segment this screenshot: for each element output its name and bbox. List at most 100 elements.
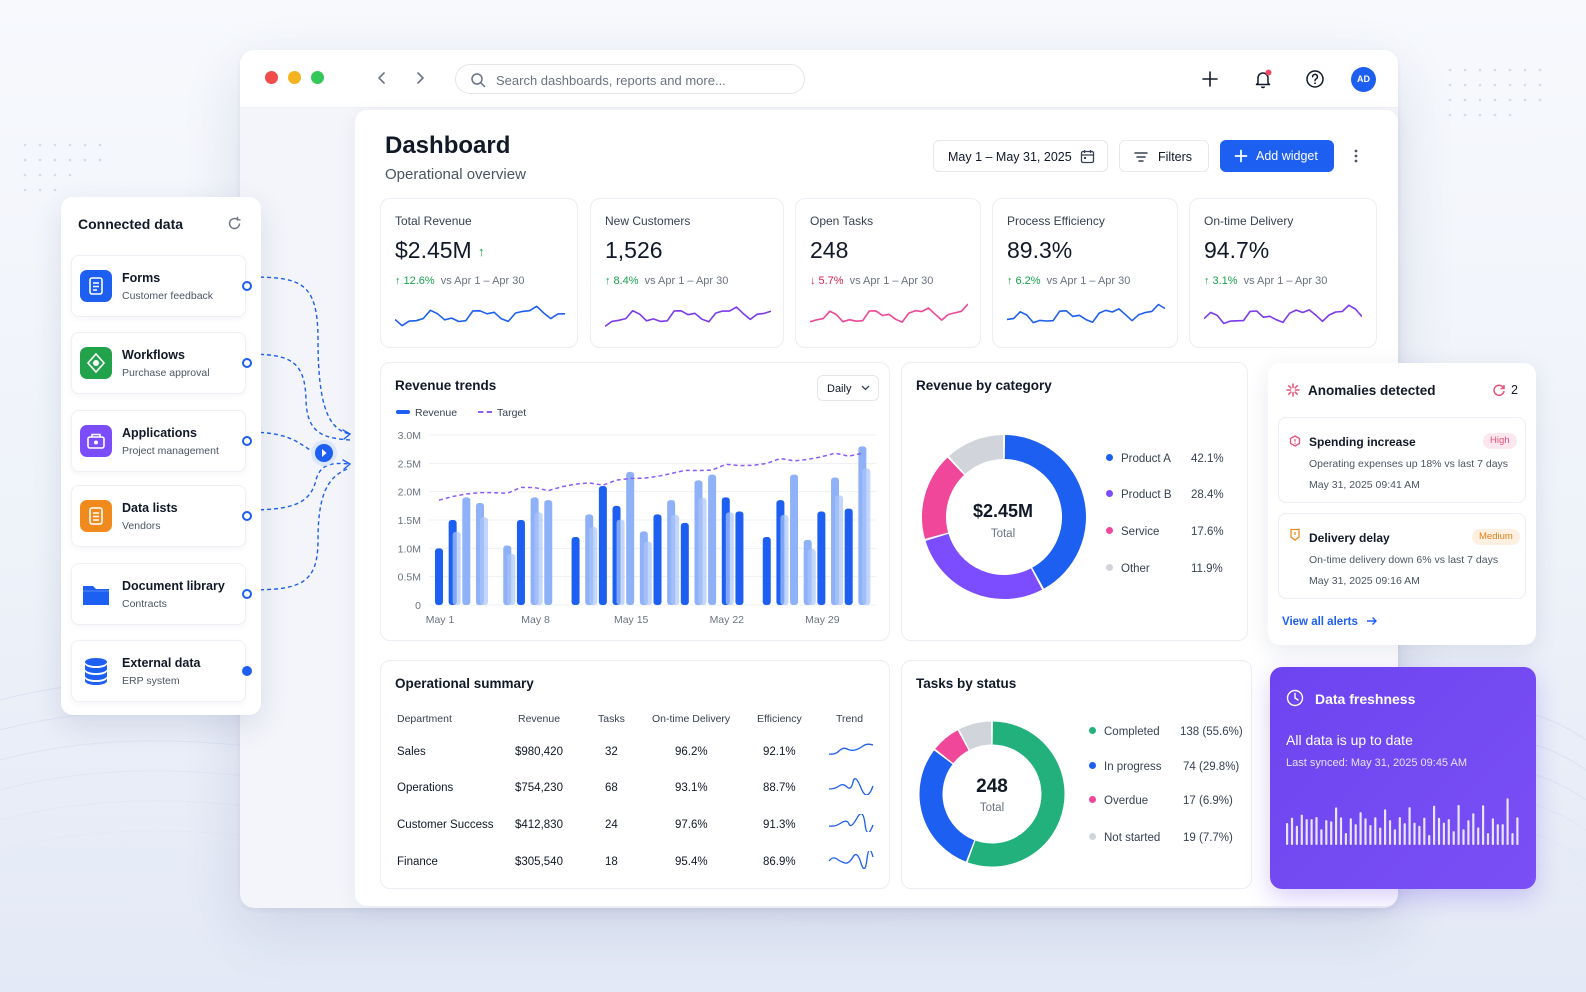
- connector-node[interactable]: [242, 589, 252, 599]
- source-external-data[interactable]: External data ERP system: [71, 640, 252, 702]
- alert-spending-increase[interactable]: Spending increase High Operating expense…: [1278, 417, 1526, 503]
- source-name: External data: [122, 656, 201, 670]
- cell-revenue: $305,540: [515, 856, 563, 868]
- source-forms[interactable]: Forms Customer feedback: [71, 255, 252, 317]
- granularity-select[interactable]: Daily: [817, 375, 879, 401]
- plus-icon[interactable]: [1199, 68, 1221, 90]
- revenue-bar-secondary: [452, 531, 461, 605]
- severity-badge: Medium: [1472, 529, 1520, 545]
- back-icon[interactable]: [372, 68, 392, 88]
- source-data-lists[interactable]: Data lists Vendors: [71, 485, 252, 547]
- source-document-library[interactable]: Document library Contracts: [71, 563, 252, 625]
- connector-node[interactable]: [242, 436, 252, 446]
- close-window-button[interactable]: [265, 71, 278, 84]
- activity-bar: [1379, 827, 1382, 845]
- revenue-by-category-donut: [922, 435, 1086, 599]
- legend-value: 11.9%: [1191, 563, 1223, 575]
- source-subtitle: Customer feedback: [122, 290, 214, 302]
- activity-bar: [1457, 805, 1460, 845]
- kpi-title: Total Revenue: [395, 214, 472, 228]
- legend-value: 19 (7.7%): [1183, 832, 1233, 844]
- filters-button[interactable]: Filters: [1119, 140, 1209, 172]
- source-subtitle: Purchase approval: [122, 367, 210, 379]
- add-widget-button[interactable]: Add widget: [1220, 140, 1334, 172]
- kpi-period: vs Apr 1 – Apr 30: [849, 275, 934, 287]
- revenue-bar: [680, 522, 689, 605]
- search-bar[interactable]: [455, 64, 805, 94]
- more-options-icon[interactable]: [1348, 146, 1364, 166]
- source-applications[interactable]: Applications Project management: [71, 410, 252, 472]
- cell-department: Finance: [397, 856, 438, 868]
- revenue-bar: [653, 514, 662, 605]
- activity-bar: [1398, 817, 1401, 845]
- cell-revenue: $980,420: [515, 746, 563, 758]
- date-range-button[interactable]: May 1 – May 31, 2025: [933, 140, 1108, 172]
- sparkline-path: [1007, 303, 1165, 324]
- kpi-card-process-efficiency[interactable]: Process Efficiency 89.3% ↑ 6.2% vs Apr 1 –…: [992, 198, 1178, 348]
- activity-bar: [1290, 817, 1294, 845]
- connected-data-panel: Connected data Forms Customer feedback W…: [61, 197, 261, 715]
- help-icon[interactable]: [1304, 68, 1326, 90]
- legend-in-progress: In progress: [1089, 761, 1162, 773]
- card-title: Operational summary: [395, 676, 534, 691]
- panel-title: Connected data: [78, 216, 184, 232]
- activity-bar: [1369, 825, 1372, 845]
- donut-center-label: Total: [979, 802, 1005, 814]
- connector-node[interactable]: [242, 666, 252, 676]
- minimize-window-button[interactable]: [288, 71, 301, 84]
- y-tick-label: 1.5M: [398, 515, 421, 527]
- kpi-card-on-time-delivery[interactable]: On-time Delivery 94.7% ↑ 3.1% vs Apr 1 – A…: [1189, 198, 1377, 348]
- kpi-value: 1,526: [605, 237, 663, 263]
- kpi-card-total-revenue[interactable]: Total Revenue $2.45M ↑ ↑ 12.6% vs Apr 1 – …: [380, 198, 578, 348]
- legend-value: 17 (6.9%): [1183, 795, 1233, 807]
- trend-sparkline: [828, 814, 874, 832]
- kpi-card-open-tasks[interactable]: Open Tasks 248 ↓ 5.7% vs Apr 1 – Apr 30: [795, 198, 981, 348]
- connector-node[interactable]: [242, 511, 252, 521]
- activity-bar: [1486, 833, 1490, 845]
- source-subtitle: Contracts: [122, 598, 167, 610]
- refresh-icon[interactable]: [227, 216, 242, 231]
- cell-ontime: 93.1%: [675, 782, 708, 794]
- legend-value: 138 (55.6%): [1180, 726, 1243, 738]
- activity-bar: [1413, 822, 1416, 845]
- kpi-delta-value: 6.2%: [1015, 275, 1041, 287]
- cell-ontime: 97.6%: [675, 819, 708, 831]
- cell-tasks: 32: [605, 746, 618, 758]
- revenue-trends-card: Revenue trends Daily Revenue Target 0 0.5…: [380, 362, 890, 641]
- cell-revenue: $412,830: [515, 819, 563, 831]
- data-freshness-card: Data freshness All data is up to date La…: [1270, 667, 1536, 889]
- legend-not-started: Not started: [1089, 832, 1160, 844]
- activity-bar: [1339, 817, 1343, 845]
- cell-tasks: 18: [605, 856, 618, 868]
- revenue-bar: [544, 500, 553, 605]
- activity-bar: [1408, 807, 1411, 845]
- activity-bar: [1384, 809, 1387, 845]
- bell-icon[interactable]: [1252, 68, 1274, 90]
- source-subtitle: Project management: [122, 445, 219, 457]
- legend-other: Other: [1106, 563, 1150, 575]
- revenue-bar-secondary: [807, 548, 816, 605]
- avatar[interactable]: AD: [1351, 67, 1376, 92]
- connector-node[interactable]: [242, 281, 252, 291]
- connector-node[interactable]: [242, 358, 252, 368]
- activity-bar: [1433, 805, 1436, 845]
- forward-icon[interactable]: [410, 68, 430, 88]
- view-all-alerts-link[interactable]: View all alerts: [1282, 616, 1378, 628]
- activity-bar: [1295, 825, 1298, 845]
- table-header: Revenue: [518, 713, 561, 725]
- source-workflows[interactable]: Workflows Purchase approval: [71, 332, 252, 394]
- kpi-title: Open Tasks: [810, 214, 874, 228]
- clock-icon: [1286, 689, 1304, 707]
- alert-delivery-delay[interactable]: Delivery delay Medium On-time delivery d…: [1278, 513, 1526, 599]
- kpi-card-new-customers[interactable]: New Customers 1,526 ↑ 8.4% vs Apr 1 – Apr …: [590, 198, 784, 348]
- alert-description: Operating expenses up 18% vs last 7 days: [1309, 458, 1509, 470]
- revenue-bar-secondary: [589, 527, 598, 605]
- activity-bar: [1286, 823, 1289, 845]
- y-tick-label: 3.0M: [398, 430, 421, 442]
- search-input[interactable]: [496, 70, 786, 90]
- activity-bar: [1447, 819, 1450, 845]
- maximize-window-button[interactable]: [311, 71, 324, 84]
- legend-swatch: [396, 410, 410, 414]
- kpi-sparkline: [810, 303, 968, 323]
- revenue-bar: [626, 471, 635, 605]
